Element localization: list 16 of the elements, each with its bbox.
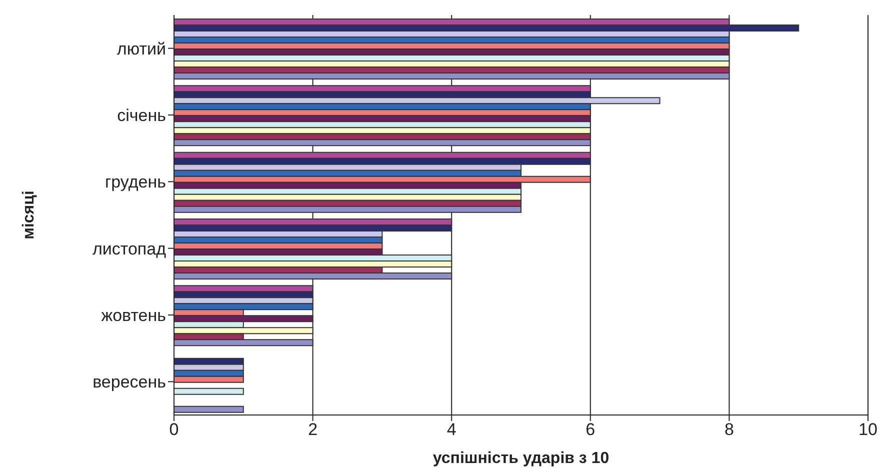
x-tick-label: 0 bbox=[169, 420, 179, 440]
y-tick-label: лютий bbox=[116, 39, 166, 58]
x-tick-label: 4 bbox=[446, 420, 456, 440]
y-tick-label: вересень bbox=[92, 372, 166, 392]
x-tick-label: 8 bbox=[724, 420, 734, 440]
x-tick-label: 2 bbox=[308, 420, 318, 440]
bar bbox=[174, 388, 244, 395]
y-axis-title: місяці bbox=[20, 190, 38, 240]
x-tick-label: 6 bbox=[586, 420, 596, 440]
y-tick-label: листопад bbox=[92, 239, 166, 258]
y-tick-label: грудень bbox=[104, 172, 166, 192]
y-tick-label: жовтень bbox=[101, 306, 166, 326]
bar bbox=[174, 406, 244, 413]
y-tick-label: січень bbox=[117, 106, 166, 126]
x-tick-label: 10 bbox=[858, 420, 878, 440]
x-axis-title: успішність ударів з 10 bbox=[432, 450, 610, 467]
